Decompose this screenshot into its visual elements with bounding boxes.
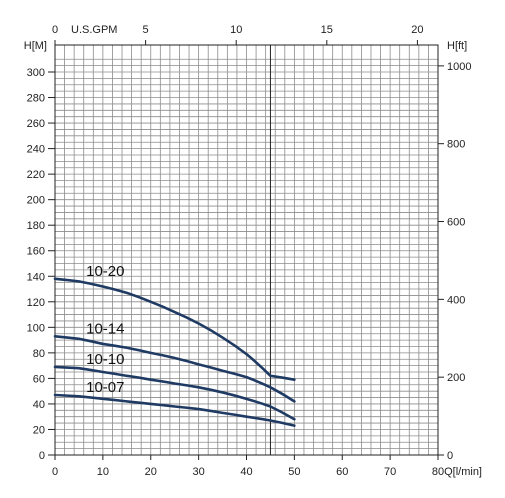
y-tick-label: 140 bbox=[27, 271, 45, 283]
x-tick-label: 70 bbox=[384, 466, 396, 478]
y-tick-label: 120 bbox=[27, 297, 45, 309]
right-tick-label: 600 bbox=[447, 217, 465, 229]
top-tick-label: 15 bbox=[321, 24, 333, 36]
x-tick-label: 60 bbox=[336, 466, 348, 478]
x-axis-label: Q[l/min] bbox=[444, 466, 482, 478]
y-tick-label: 0 bbox=[39, 450, 45, 462]
y-tick-label: 40 bbox=[33, 399, 45, 411]
right-tick-label: 1000 bbox=[447, 61, 471, 73]
top-tick-label: 20 bbox=[411, 24, 423, 36]
y-tick-label: 300 bbox=[27, 67, 45, 79]
y-axis-label: H[M] bbox=[24, 40, 47, 52]
x-tick-label: 50 bbox=[288, 466, 300, 478]
right-tick-label: 0 bbox=[447, 450, 453, 462]
right-tick-label: 400 bbox=[447, 294, 465, 306]
y-tick-label: 100 bbox=[27, 322, 45, 334]
y-tick-label: 60 bbox=[33, 373, 45, 385]
series-line-10-07 bbox=[53, 393, 296, 427]
x-tick-label: 40 bbox=[240, 466, 252, 478]
y-tick-label: 180 bbox=[27, 220, 45, 232]
series-label-10-20: 10-20 bbox=[86, 263, 124, 280]
y-tick-label: 280 bbox=[27, 93, 45, 105]
series-label-10-10: 10-10 bbox=[86, 351, 124, 368]
y-tick-label: 80 bbox=[33, 348, 45, 360]
x-tick-label: 20 bbox=[145, 466, 157, 478]
right-axis-label: H[ft] bbox=[447, 40, 467, 52]
series-label-10-07: 10-07 bbox=[86, 379, 124, 396]
top-axis-label: U.S.GPM bbox=[71, 24, 117, 36]
y-tick-label: 220 bbox=[27, 169, 45, 181]
series-line-10-14 bbox=[53, 334, 296, 403]
series-line-10-20 bbox=[53, 277, 296, 381]
y-tick-label: 160 bbox=[27, 246, 45, 258]
x-tick-label: 10 bbox=[97, 466, 109, 478]
series-line-10-10 bbox=[53, 365, 296, 421]
x-tick-label: 0 bbox=[52, 466, 58, 478]
top-tick-label: 0 bbox=[52, 24, 58, 36]
y-tick-label: 240 bbox=[27, 144, 45, 156]
top-tick-label: 10 bbox=[230, 24, 242, 36]
x-tick-label: 80 bbox=[432, 466, 444, 478]
y-tick-label: 20 bbox=[33, 424, 45, 436]
series-label-10-14: 10-14 bbox=[86, 320, 124, 337]
y-tick-label: 260 bbox=[27, 118, 45, 130]
y-tick-label: 200 bbox=[27, 195, 45, 207]
x-tick-label: 30 bbox=[193, 466, 205, 478]
right-tick-label: 800 bbox=[447, 139, 465, 151]
right-tick-label: 200 bbox=[447, 372, 465, 384]
top-tick-label: 5 bbox=[143, 24, 149, 36]
